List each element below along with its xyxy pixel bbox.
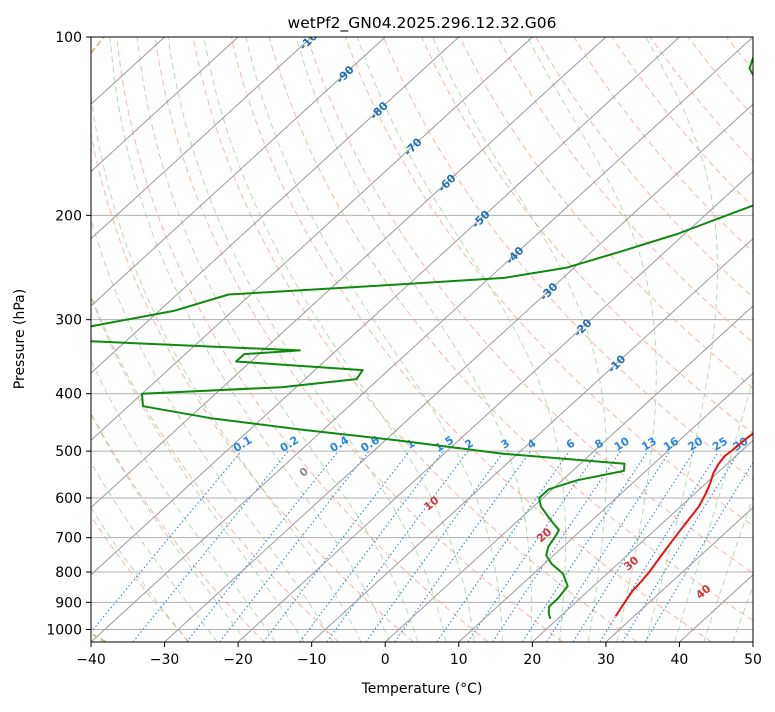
y-axis-label: Pressure (hPa) — [12, 289, 28, 389]
x-tick-label: 20 — [523, 652, 541, 668]
x-tick-label: 50 — [744, 652, 762, 668]
x-tick-label: −10 — [297, 652, 327, 668]
x-tick-label: −40 — [76, 652, 106, 668]
x-axis-label: Temperature (°C) — [361, 681, 483, 697]
chart-title: wetPf2_GN04.2025.296.12.32.G06 — [288, 14, 557, 33]
y-tick-label: 500 — [55, 444, 82, 460]
y-tick-label: 1000 — [46, 622, 82, 638]
x-tick-label: 30 — [597, 652, 615, 668]
x-tick-label: 40 — [671, 652, 689, 668]
x-tick-label: 10 — [450, 652, 468, 668]
y-tick-label: 100 — [55, 30, 82, 46]
y-tick-label: 600 — [55, 491, 82, 507]
y-tick-label: 200 — [55, 208, 82, 224]
x-tick-label: 0 — [381, 652, 390, 668]
y-tick-label: 900 — [55, 595, 82, 611]
y-tick-label: 300 — [55, 313, 82, 329]
y-tick-label: 800 — [55, 565, 82, 581]
x-tick-label: −30 — [150, 652, 180, 668]
x-tick-label: −20 — [223, 652, 253, 668]
y-tick-label: 400 — [55, 387, 82, 403]
y-tick-label: 700 — [55, 531, 82, 547]
